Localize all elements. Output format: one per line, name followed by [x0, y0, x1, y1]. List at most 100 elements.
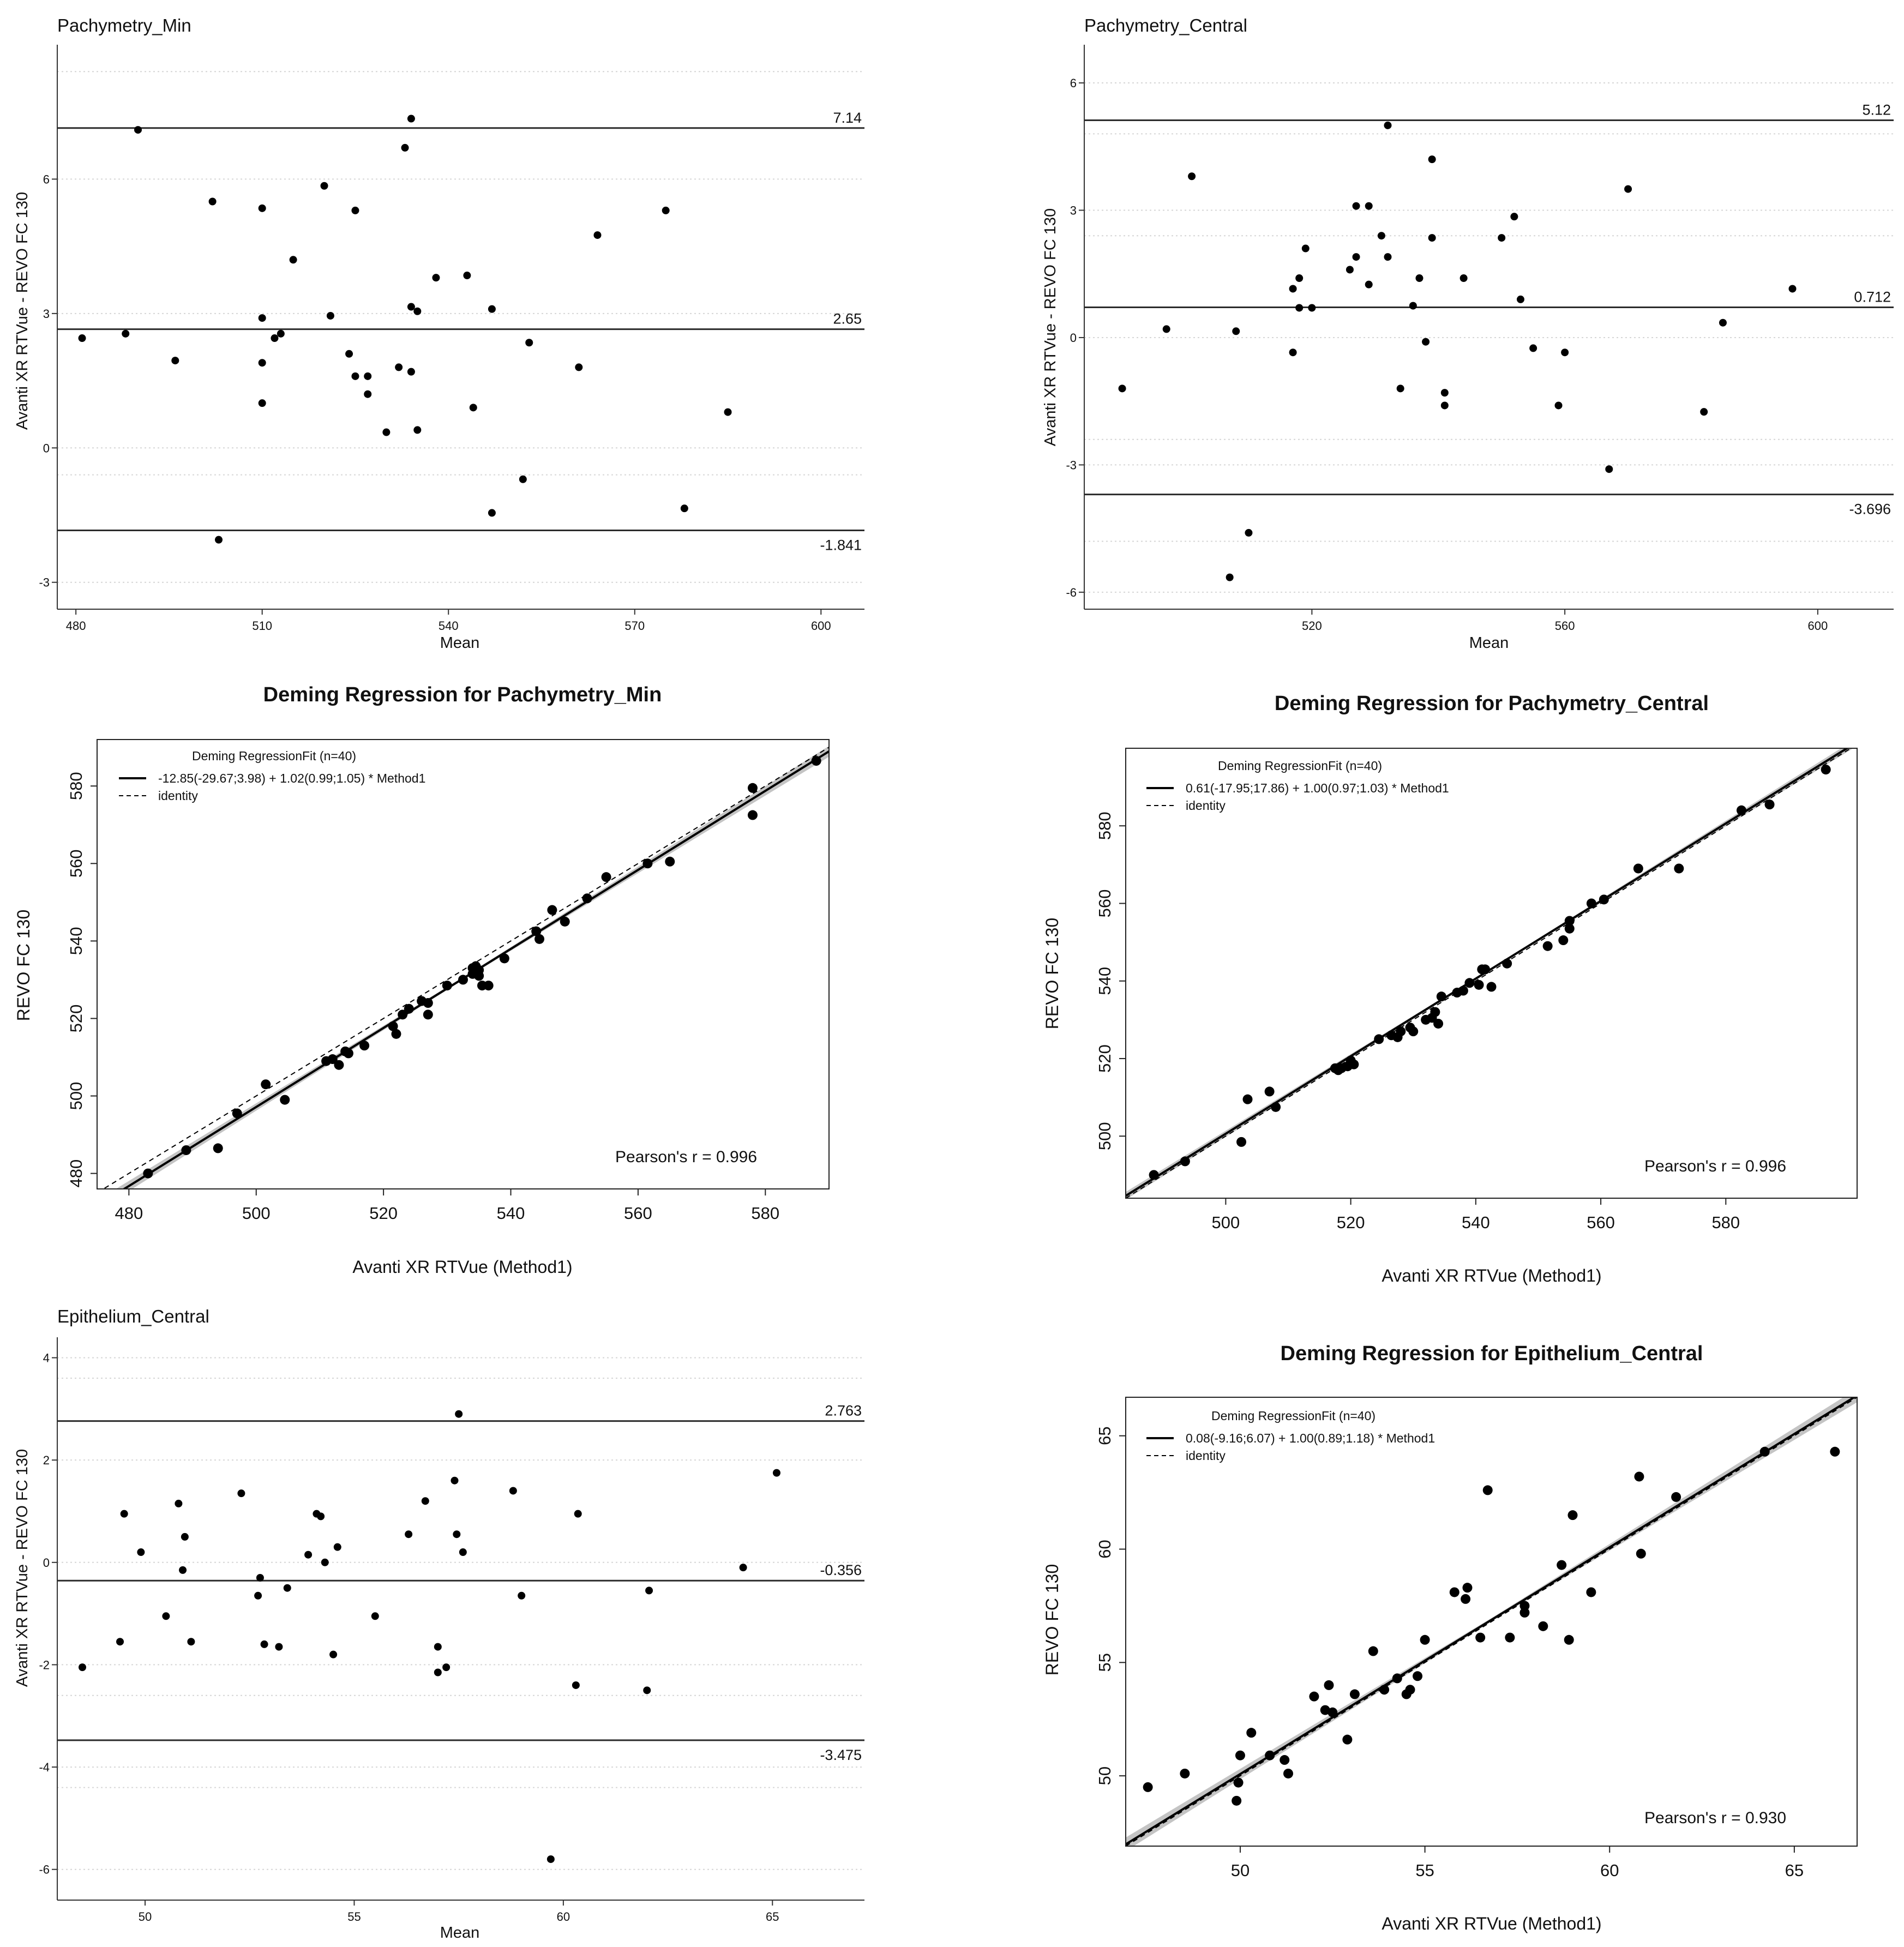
- data-point: [458, 975, 468, 985]
- x-axis-label: Avanti XR RTVue (Method1): [1382, 1266, 1601, 1285]
- x-tick-label: 65: [1785, 1861, 1804, 1880]
- x-axis-label: Mean: [1469, 634, 1509, 652]
- data-point: [1474, 979, 1484, 990]
- data-point: [455, 1410, 463, 1418]
- data-point: [1436, 991, 1446, 1002]
- data-point: [1415, 274, 1424, 283]
- data-point: [1440, 389, 1449, 397]
- y-tick-label: 520: [67, 1005, 86, 1033]
- data-point: [1265, 1750, 1275, 1760]
- pearson-r: Pearson's r = 0.996: [1644, 1157, 1786, 1175]
- data-point: [187, 1638, 195, 1646]
- y-tick-label: 500: [1095, 1122, 1114, 1150]
- x-tick-label: 540: [1462, 1213, 1490, 1232]
- data-point: [382, 428, 391, 436]
- y-axis-label: Avanti XR RTVue - REVO FC 130: [14, 1449, 31, 1687]
- data-point: [1396, 384, 1404, 393]
- data-point: [364, 390, 372, 398]
- pearson-r: Pearson's r = 0.930: [1644, 1809, 1786, 1827]
- y-tick-label: 560: [1095, 890, 1114, 918]
- data-point: [1462, 1583, 1473, 1593]
- data-point: [1413, 1671, 1423, 1681]
- data-point: [1301, 244, 1310, 253]
- data-point: [582, 893, 592, 904]
- data-point: [258, 399, 266, 407]
- confidence-band: [1126, 1397, 1857, 1846]
- data-point: [171, 357, 179, 365]
- data-point: [519, 475, 527, 483]
- y-tick-label: 3: [43, 307, 50, 321]
- data-point: [1475, 1632, 1486, 1643]
- data-point: [1674, 863, 1684, 874]
- deming-pachymetry-central: Deming Regression for Pachymetry_Central…: [1042, 692, 1858, 1285]
- data-point: [1283, 1768, 1293, 1778]
- plot-frame: [1125, 1397, 1858, 1847]
- deming-fit-line: [1126, 748, 1849, 1197]
- legend-fit-label: 0.61(-17.95;17.86) + 1.00(0.97;1.03) * M…: [1186, 781, 1449, 795]
- data-point: [1295, 274, 1304, 283]
- data-point: [1830, 1446, 1840, 1457]
- data-point: [1352, 202, 1360, 210]
- y-tick-label: 480: [67, 1159, 86, 1188]
- x-tick-label: 580: [751, 1204, 779, 1223]
- y-tick-label: 55: [1095, 1653, 1114, 1672]
- lower-limit-label: -3.696: [1849, 501, 1891, 518]
- y-tick-label: 560: [67, 849, 86, 878]
- data-point: [181, 1145, 191, 1155]
- data-point: [811, 756, 821, 766]
- x-tick-label: 570: [624, 619, 645, 633]
- data-point: [1586, 898, 1596, 909]
- data-point: [432, 274, 440, 282]
- legend-fit-label: -12.85(-29.67;3.98) + 1.02(0.99;1.05) * …: [158, 771, 425, 785]
- y-tick-label: -3: [39, 576, 50, 590]
- data-point: [398, 1009, 408, 1020]
- data-point: [1379, 1685, 1390, 1695]
- data-point: [345, 350, 353, 358]
- data-point: [1384, 121, 1392, 129]
- confidence-band: [1126, 748, 1853, 1198]
- plot-title: Pachymetry_Min: [57, 15, 191, 35]
- identity-line: [1126, 748, 1852, 1198]
- bland-altman-epithelium-central: Epithelium_Central Avanti XR RTVue - REV…: [14, 1306, 864, 1942]
- data-point: [280, 1095, 290, 1105]
- identity-line: [1126, 1397, 1857, 1846]
- x-tick-label: 540: [439, 619, 459, 633]
- identity-line: [102, 747, 829, 1189]
- data-point: [208, 197, 217, 206]
- legend-title: Deming RegressionFit (n=40): [192, 749, 356, 763]
- mean-difference-label: 2.65: [833, 311, 862, 327]
- data-point: [1392, 1673, 1402, 1684]
- y-axis-label: Avanti XR RTVue - REVO FC 130: [1042, 208, 1059, 446]
- data-point: [593, 231, 602, 239]
- data-point: [1538, 1621, 1548, 1631]
- data-point: [1502, 958, 1512, 969]
- data-point: [1428, 155, 1436, 164]
- pearson-r: Pearson's r = 0.996: [615, 1148, 757, 1166]
- y-tick-label: 0: [1070, 331, 1077, 345]
- x-tick-label: 560: [1587, 1213, 1615, 1232]
- data-point: [359, 1041, 370, 1051]
- x-tick-label: 580: [1711, 1213, 1740, 1232]
- data-point: [283, 1584, 291, 1592]
- data-point: [1557, 1560, 1567, 1570]
- data-point: [277, 329, 285, 338]
- data-point: [1264, 1086, 1275, 1097]
- data-point: [256, 1573, 264, 1582]
- data-point: [1554, 401, 1563, 410]
- y-tick-label: -2: [39, 1658, 50, 1672]
- y-tick-label: 65: [1095, 1426, 1114, 1445]
- data-point: [547, 905, 557, 915]
- data-point: [1433, 1018, 1444, 1029]
- data-point: [642, 858, 653, 869]
- y-tick-label: 50: [1095, 1766, 1114, 1785]
- bland-altman-pachymetry-central: Pachymetry_Central Avanti XR RTVue - REV…: [1042, 15, 1894, 652]
- data-point: [509, 1487, 517, 1495]
- data-point: [1365, 202, 1373, 210]
- data-point: [1498, 234, 1506, 242]
- plot-title: Deming Regression for Pachymetry_Min: [263, 683, 662, 706]
- data-point: [162, 1612, 170, 1620]
- data-point: [572, 1681, 580, 1689]
- mean-difference-label: 0.712: [1854, 289, 1891, 305]
- data-point: [1320, 1705, 1330, 1715]
- data-point: [258, 204, 266, 212]
